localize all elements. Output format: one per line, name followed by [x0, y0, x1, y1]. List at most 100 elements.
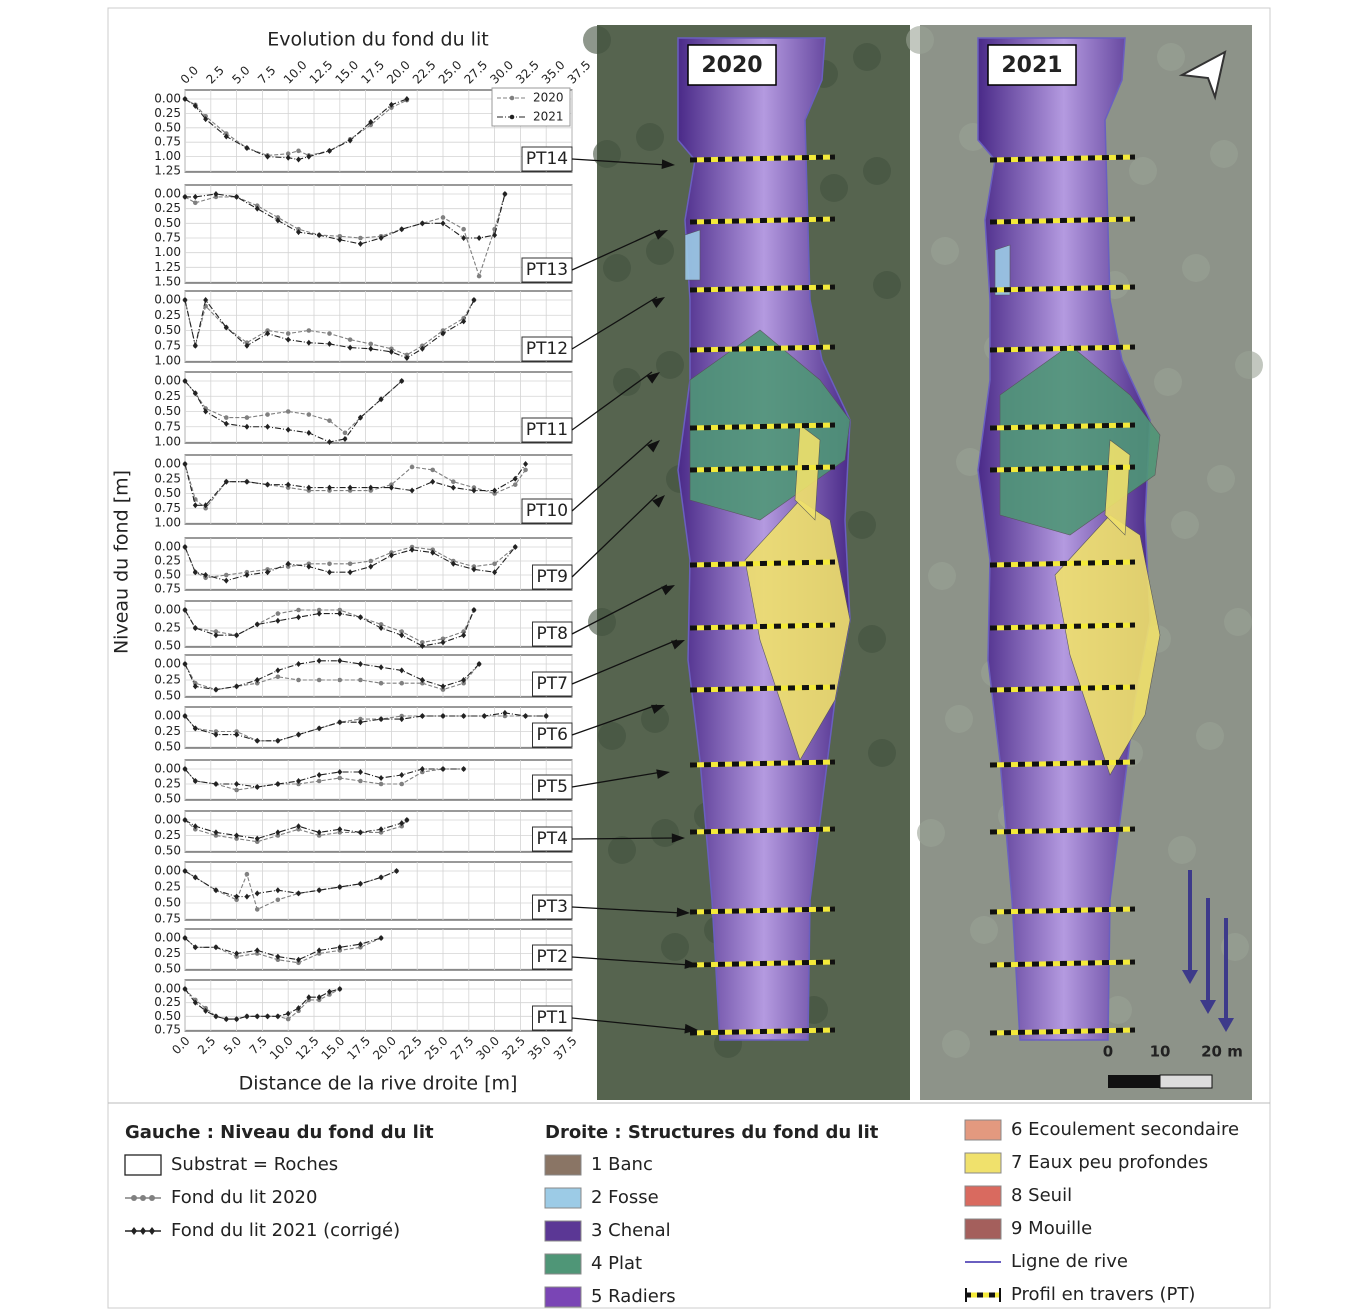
data-point — [358, 779, 363, 784]
data-point — [276, 898, 281, 903]
x-tick-label: 22.5 — [410, 58, 439, 87]
y-tick-label: 0.25 — [154, 673, 181, 687]
y-tick-label: 1.00 — [154, 354, 181, 368]
legend-marker — [510, 96, 515, 101]
y-tick-label: 0.50 — [154, 689, 181, 703]
data-point — [276, 675, 281, 680]
x-tick-label: 30.0 — [487, 58, 516, 87]
y-tick-label: 0.25 — [154, 724, 181, 738]
x-tick-label: 20.0 — [384, 58, 413, 87]
scale-bar — [1108, 1075, 1160, 1088]
data-point — [477, 274, 482, 279]
y-tick-label: 0.00 — [154, 931, 181, 945]
data-point — [430, 468, 435, 473]
legend-swatch — [545, 1188, 581, 1208]
profile-label: PT14 — [526, 149, 568, 169]
tree — [1168, 836, 1196, 864]
legend-label: 7 Eaux peu profondes — [1011, 1152, 1208, 1173]
x-tick-label: 7.5 — [255, 63, 278, 86]
profile-label: PT6 — [537, 725, 568, 745]
data-point — [276, 611, 281, 616]
page: {"figure":{"title":"Evolution du fond du… — [0, 0, 1357, 1314]
legend-swatch — [545, 1287, 581, 1307]
data-point — [245, 872, 250, 877]
y-tick-label: 0.25 — [154, 880, 181, 894]
legend-swatch — [965, 1120, 1001, 1140]
x-tick-label: 17.5 — [358, 58, 387, 87]
tree — [1182, 254, 1210, 282]
tree — [656, 351, 684, 379]
tree — [646, 237, 674, 265]
legend-label: 2 Fosse — [591, 1187, 659, 1208]
profile-label: PT1 — [537, 1008, 568, 1028]
plot-area — [185, 811, 572, 852]
y-tick-label: 0.50 — [154, 568, 181, 582]
tree — [1235, 351, 1263, 379]
y-tick-label: 0.25 — [154, 201, 181, 215]
plot-area — [185, 372, 572, 443]
tree — [593, 140, 621, 168]
x-tick-label: 27.5 — [448, 1034, 477, 1063]
data-point — [348, 337, 353, 342]
tree — [917, 819, 945, 847]
data-point — [286, 409, 291, 414]
y-tick-label: 0.25 — [154, 621, 181, 635]
tree — [608, 836, 636, 864]
data-point — [296, 678, 301, 683]
figure: Evolution du fond du lit Distance de la … — [0, 0, 1357, 1314]
tree — [868, 739, 896, 767]
y-tick-label: 1.25 — [154, 260, 181, 274]
x-tick-label: 12.5 — [293, 1034, 322, 1063]
y-tick-label: 0.00 — [154, 92, 181, 106]
legend-marker — [149, 1195, 155, 1201]
y-tick-label: 0.75 — [154, 135, 181, 149]
data-point — [317, 678, 322, 683]
x-tick-label: 10.0 — [281, 58, 310, 87]
y-tick-label: 0.75 — [154, 912, 181, 926]
profile-label: PT13 — [526, 260, 568, 280]
legend-label: Ligne de rive — [1011, 1251, 1128, 1272]
data-point — [358, 678, 363, 683]
legend-label: 6 Ecoulement secondaire — [1011, 1119, 1239, 1140]
tree — [1171, 511, 1199, 539]
tree — [942, 1030, 970, 1058]
y-tick-label: 0.50 — [154, 962, 181, 976]
data-point — [307, 328, 312, 333]
data-point — [338, 678, 343, 683]
legend-swatch — [965, 1186, 1001, 1206]
y-tick-label: 0.50 — [154, 792, 181, 806]
tree — [906, 26, 934, 54]
y-tick-label: 0.00 — [154, 864, 181, 878]
profile-label: PT9 — [537, 567, 568, 587]
map-label: 2020 — [701, 53, 762, 78]
y-tick-label: 0.25 — [154, 389, 181, 403]
tree — [603, 254, 631, 282]
data-point — [338, 776, 343, 781]
profile-label: PT2 — [537, 947, 568, 967]
x-tick-label: 10.0 — [267, 1034, 296, 1063]
tree — [1207, 465, 1235, 493]
tree — [848, 511, 876, 539]
y-tick-label: 1.00 — [154, 435, 181, 449]
profile-label: PT5 — [537, 777, 568, 797]
scale-bar-label: 0 — [1103, 1043, 1113, 1061]
legend-label: 1 Banc — [591, 1154, 653, 1175]
y-tick-label: 1.00 — [154, 516, 181, 530]
y-tick-label: 0.50 — [154, 404, 181, 418]
y-tick-label: 0.00 — [154, 709, 181, 723]
legend-marker — [131, 1195, 137, 1201]
tree — [1196, 722, 1224, 750]
map-label: 2021 — [1001, 53, 1062, 78]
x-tick-label: 37.5 — [551, 1034, 580, 1063]
y-tick-label: 0.25 — [154, 308, 181, 322]
y-tick-label: 0.50 — [154, 896, 181, 910]
data-point — [513, 482, 518, 487]
profile-label: PT10 — [526, 501, 568, 521]
y-tick-label: 0.25 — [154, 554, 181, 568]
profile-label: PT7 — [537, 674, 568, 694]
tree — [583, 26, 611, 54]
data-point — [441, 215, 446, 220]
plot-area — [185, 929, 572, 970]
x-tick-label: 12.5 — [307, 58, 336, 87]
legend-label: 2020 — [533, 91, 564, 105]
